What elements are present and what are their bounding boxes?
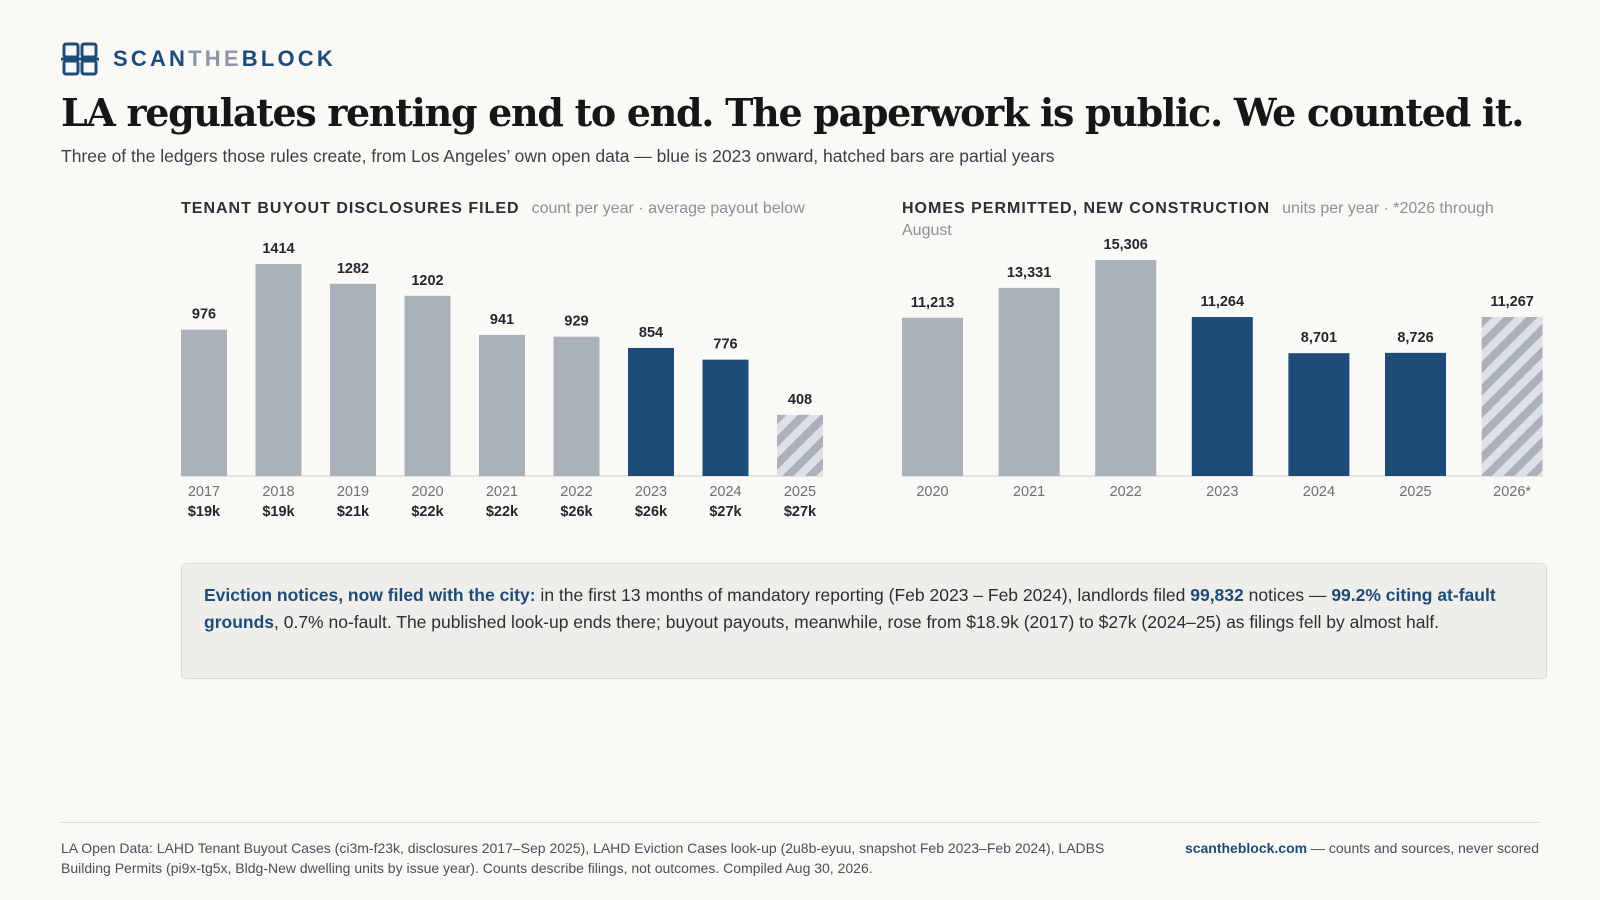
chart2-bar-2022 (1095, 260, 1157, 476)
chart2-value-label: 15,306 (1104, 237, 1148, 253)
chart2-value-label: 8,701 (1301, 330, 1337, 346)
chart2-bar-2026* (1481, 316, 1543, 476)
chart1-bar-2020 (404, 295, 451, 476)
chart1-payout-label: $19k (262, 504, 295, 520)
chart2-value-label: 11,267 (1490, 294, 1534, 310)
chart1-payout-label: $27k (709, 504, 742, 520)
chart2-value-label: 11,213 (911, 295, 955, 311)
chart1-bar-2024 (702, 359, 749, 476)
chart2-category-label: 2025 (1399, 484, 1431, 500)
footer-credit: scantheblock.com — counts and sources, n… (1185, 838, 1539, 858)
chart1-payout-label: $27k (784, 504, 817, 520)
chart2-value-label: 8,726 (1397, 330, 1433, 346)
brand-name-part3: BLOCK (241, 46, 336, 71)
chart1-bar-2021 (479, 334, 525, 476)
chart1-payout-label: $19k (188, 504, 221, 520)
chart1-payout-label: $21k (337, 504, 370, 520)
chart2-category-label: 2021 (1013, 484, 1045, 500)
grid-logo-icon (61, 42, 99, 76)
footer-sources: LA Open Data: LAHD Tenant Buyout Cases (… (61, 840, 1105, 876)
chart1-value-label: 854 (639, 325, 663, 341)
chart1-value-label: 776 (713, 337, 737, 353)
chart1-value-label: 1282 (337, 261, 369, 277)
chart1-category-label: 2024 (709, 484, 741, 500)
chart1-bar-2025 (777, 414, 823, 476)
brand-name[interactable]: SCANTHEBLOCK (113, 46, 336, 72)
brand-name-part1: SCAN (113, 46, 189, 71)
chart1-category-label: 2017 (188, 484, 220, 500)
chart2-value-label: 13,331 (1007, 265, 1051, 281)
callout-text-1: in the first 13 months of mandatory repo… (535, 585, 1191, 605)
chart1-payout-label: $22k (411, 504, 444, 520)
chart1-title: TENANT BUYOUT DISCLOSURES FILED (181, 200, 520, 217)
chart1-payout-label: $22k (486, 504, 519, 520)
callout-count: 99,832 (1190, 585, 1244, 605)
chart2-category-label: 2024 (1303, 484, 1335, 500)
chart1-bar-2022 (553, 336, 600, 476)
chart2-category-label: 2020 (916, 484, 948, 500)
chart2-bar-2025 (1385, 352, 1446, 476)
brand-name-part2: THE (188, 46, 242, 71)
chart2-bar-2020 (902, 317, 963, 476)
chart2-title-block: HOMES PERMITTED, NEW CONSTRUCTION units p… (902, 198, 1542, 242)
chart2-subtitle: units per year · *2026 through August (902, 200, 1494, 239)
chart1-value-label: 929 (564, 314, 588, 330)
chart1-value-label: 1202 (411, 273, 443, 289)
callout-text-3: , 0.7% no-fault. The published look-up e… (274, 612, 1440, 632)
chart2-category-label: 2023 (1206, 484, 1238, 500)
chart1-value-label: 976 (192, 307, 216, 323)
chart2-bar-2021 (998, 287, 1060, 476)
footer-divider (61, 822, 1539, 823)
buyout-bar-chart: 976 2017 $19k 1414 2018 $19k 1282 2019 $21k 1202 2… (181, 241, 823, 520)
chart1-subtitle: count per year · average payout below (531, 200, 805, 217)
chart1-bar-2017 (181, 329, 227, 476)
chart1-value-label: 941 (490, 312, 514, 328)
chart1-category-label: 2025 (784, 484, 816, 500)
chart1-category-label: 2022 (560, 484, 592, 500)
chart2-title: HOMES PERMITTED, NEW CONSTRUCTION (902, 200, 1271, 217)
permits-bar-chart: 11,213 2020 13,331 2021 15,306 2022 11,264 2023… (902, 237, 1543, 500)
chart1-category-label: 2020 (411, 484, 443, 500)
chart1-value-label: 1414 (262, 241, 294, 257)
callout-text-2: notices — (1243, 585, 1332, 605)
chart2-value-label: 11,264 (1201, 294, 1245, 310)
chart2-bar-2024 (1288, 353, 1350, 476)
eviction-callout: Eviction notices, now filed with the cit… (181, 563, 1547, 679)
chart1-category-label: 2021 (486, 484, 518, 500)
chart1-payout-label: $26k (635, 504, 668, 520)
chart1-value-label: 408 (788, 392, 812, 408)
chart1-payout-label: $26k (560, 504, 593, 520)
chart2-category-label: 2022 (1110, 484, 1142, 500)
chart1-bar-2018 (255, 264, 302, 476)
page-headline: LA regulates renting end to end. The pap… (61, 90, 1524, 135)
brand-header: SCANTHEBLOCK (61, 42, 336, 76)
chart1-title-block: TENANT BUYOUT DISCLOSURES FILED count per… (181, 198, 821, 220)
chart2-category-label: 2026* (1493, 484, 1531, 500)
page-subhead: Three of the ledgers those rules create,… (61, 146, 1055, 166)
callout-lead: Eviction notices, now filed with the cit… (204, 585, 536, 605)
callout-pct: 99.2% citing at-fault grounds (204, 585, 1496, 632)
footer-site-link[interactable]: scantheblock.com (1184, 840, 1308, 856)
chart1-category-label: 2023 (635, 484, 667, 500)
chart1-category-label: 2018 (262, 484, 294, 500)
chart2-bar-2023 (1191, 317, 1253, 476)
chart1-category-label: 2019 (337, 484, 369, 500)
footer-tagline: — counts and sources, never scored (1307, 840, 1539, 856)
chart1-bar-2019 (330, 283, 376, 476)
chart1-bar-2023 (628, 347, 674, 476)
